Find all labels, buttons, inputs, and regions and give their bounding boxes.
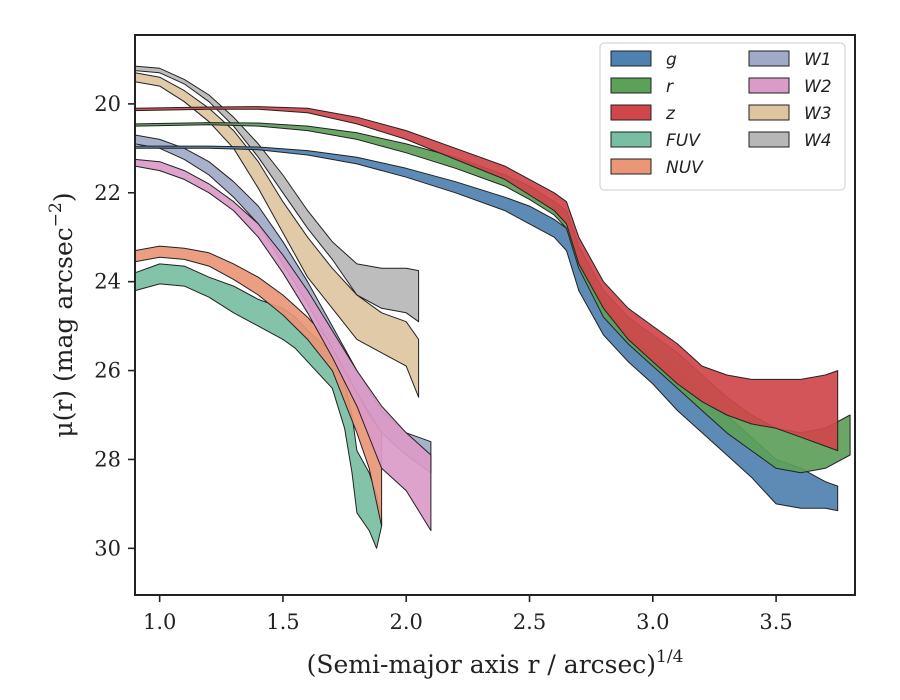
y-tick-label: 30 [94,536,121,560]
y-tick-label: 28 [94,447,121,471]
legend-label-w4: W4 [804,131,832,151]
legend-swatch-nuv [610,158,652,175]
y-axis: 20 22 24 26 28 30 [94,92,135,560]
legend-swatch-w2 [748,77,790,94]
band-layer [134,65,851,549]
band-z [134,106,839,452]
band-w3 [134,72,420,398]
legend-label-g: g [666,50,677,70]
legend-swatch-w4 [748,131,790,148]
x-tick-label: 3.0 [636,610,669,634]
legend-label-w2: W2 [804,77,832,97]
x-tick-label: 3.5 [759,610,792,634]
x-tick-label: 2.5 [513,610,546,634]
x-axis-label: (Semi-major axis r / arcsec)1/4 [307,647,684,679]
legend-swatch-w3 [748,104,790,121]
x-tick-label: 1.5 [266,610,299,634]
plot-frame [134,34,856,596]
y-tick-label: 24 [94,270,121,294]
legend-swatch-r [610,77,652,94]
legend-label-w3: W3 [804,104,832,124]
band-w2 [134,158,432,532]
y-tick-label: 22 [94,181,121,205]
legend-label-r: r [666,77,674,97]
legend-swatch-g [610,50,652,67]
y-tick-label: 20 [94,92,121,116]
y-tick-label: 26 [94,359,121,383]
x-tick-label: 1.0 [143,610,176,634]
legend-label-w1: W1 [804,50,832,70]
legend-swatch-w1 [748,50,790,67]
legend-label-fuv: FUV [666,131,701,151]
legend: grz FUV NUV W1 W2 W3 W4 [599,42,846,191]
legend-swatch-fuv [610,131,652,148]
legend-label-nuv: NUV [666,158,704,178]
legend-label-z: z [665,104,676,124]
band-g [134,145,839,512]
legend-swatch-z [610,104,652,121]
x-tick-label: 2.0 [390,610,423,634]
x-axis: 1.0 1.5 2.0 2.5 3.0 3.5 [143,595,793,634]
band-nuv [134,245,383,527]
y-axis-label: μ(r) (mag arcsec−2) [46,192,78,437]
